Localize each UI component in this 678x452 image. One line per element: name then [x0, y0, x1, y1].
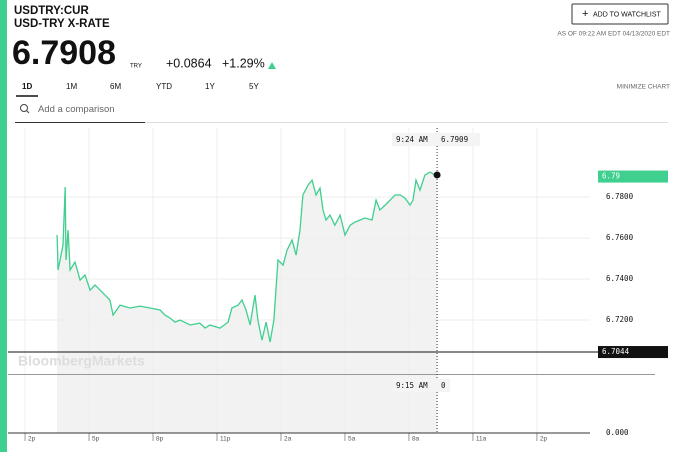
crosshair-value: 6.7909	[441, 135, 468, 144]
plus-icon: +	[582, 8, 588, 20]
last-point	[433, 171, 441, 179]
x-tick-label: 2a	[284, 436, 292, 443]
symbol: USDTRY:CUR	[14, 5, 89, 17]
button-label: ADD TO WATCHLIST	[593, 11, 662, 18]
x-tick-label: 8a	[412, 436, 420, 443]
chart: 2p 5p 8p 11p 2a 5a 8a 11a 2p 6.7200 6.7400 6.7600 6.…	[8, 128, 668, 443]
crosshair-value: 0	[441, 381, 446, 390]
price-line	[56, 171, 438, 343]
tab[interactable]: 1M	[66, 82, 77, 91]
last-price-box	[598, 170, 668, 183]
up-arrow	[268, 62, 276, 69]
accent-bar	[0, 0, 7, 452]
search-icon-handle	[26, 110, 30, 114]
minimize-chart[interactable]: MINIMIZE CHART	[617, 84, 670, 91]
search-icon	[20, 104, 28, 112]
previous-close-label: 6.7044	[602, 347, 630, 356]
y-tick-label: 6.7600	[606, 233, 634, 242]
y-tick-label: 6.7800	[606, 192, 634, 201]
x-tick-label: 11p	[220, 436, 231, 443]
as-of: AS OF 09:22 AM EDT 04/13/2020 EDT	[557, 31, 670, 38]
crosshair-top-box	[392, 133, 480, 146]
watermark: BloombergMarkets	[18, 353, 145, 369]
x-tick-label: 5a	[348, 436, 356, 443]
change: +0.0864	[166, 56, 212, 70]
x-tick-label: 5p	[92, 436, 100, 443]
change-pct: +1.29%	[222, 56, 265, 70]
y-tick-label: 6.7400	[606, 274, 634, 283]
instrument-name: USD-TRY X-RATE	[14, 18, 110, 30]
x-tick-label: 2p	[540, 436, 548, 443]
comparison-input[interactable]: Add a comparison	[38, 104, 115, 115]
x-tick-label: 11a	[476, 436, 487, 443]
y-floor-label: 0.000	[606, 428, 629, 437]
previous-close-box	[598, 346, 668, 359]
tab[interactable]: YTD	[156, 82, 172, 91]
tab[interactable]: 1D	[22, 82, 32, 91]
area	[57, 172, 438, 433]
button-frame	[571, 3, 669, 25]
watchlist-button[interactable]: + ADD TO WATCHLIST	[571, 3, 669, 25]
y-tick-label: 6.7200	[606, 315, 634, 324]
last-price-label: 6.79	[602, 172, 620, 181]
crosshair-time: 9:15 AM	[396, 381, 428, 390]
currency: TRY	[130, 64, 142, 70]
crosshair-bottom-box	[392, 379, 450, 392]
price: 6.7908	[12, 34, 116, 72]
tabs: 1D 1M 6M YTD 1Y 5Y	[16, 82, 259, 97]
x-tick-label: 2p	[28, 436, 36, 443]
crosshair-time: 9:24 AM	[396, 135, 428, 144]
tab[interactable]: 6M	[110, 82, 121, 91]
x-tick-label: 8p	[156, 436, 164, 443]
tab[interactable]: 5Y	[249, 82, 259, 91]
tab[interactable]: 1Y	[205, 82, 215, 91]
